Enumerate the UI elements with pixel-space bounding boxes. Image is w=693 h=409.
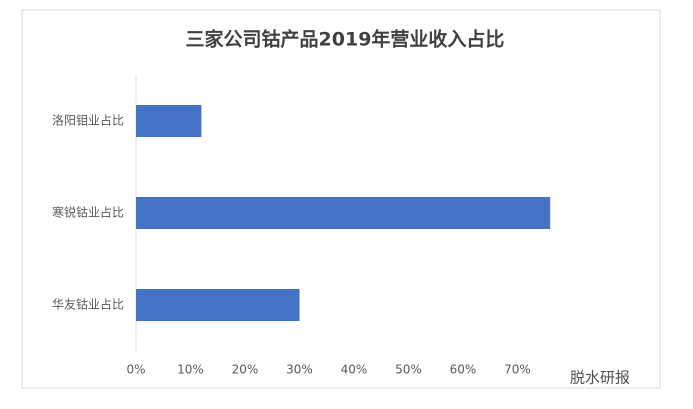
y-tick-label: 华友钴业占比 [52,297,124,312]
x-tick-label: 60% [450,363,477,377]
y-tick-label: 寒锐钴业占比 [52,205,124,220]
x-tick-label: 50% [395,363,422,377]
x-tick-label: 0% [126,363,145,377]
chart-title: 三家公司钴产品2019年营业收入占比 [186,28,505,51]
bar [136,105,202,137]
x-tick-label: 10% [177,363,204,377]
bar [136,197,551,229]
x-tick-label: 70% [504,363,531,377]
x-tick-label: 40% [341,363,368,377]
y-tick-label: 洛阳钼业占比 [52,113,124,128]
x-tick-label: 30% [286,363,313,377]
x-tick-label: 20% [232,363,259,377]
bar [136,289,300,321]
watermark: 脱水研报 [570,369,630,387]
